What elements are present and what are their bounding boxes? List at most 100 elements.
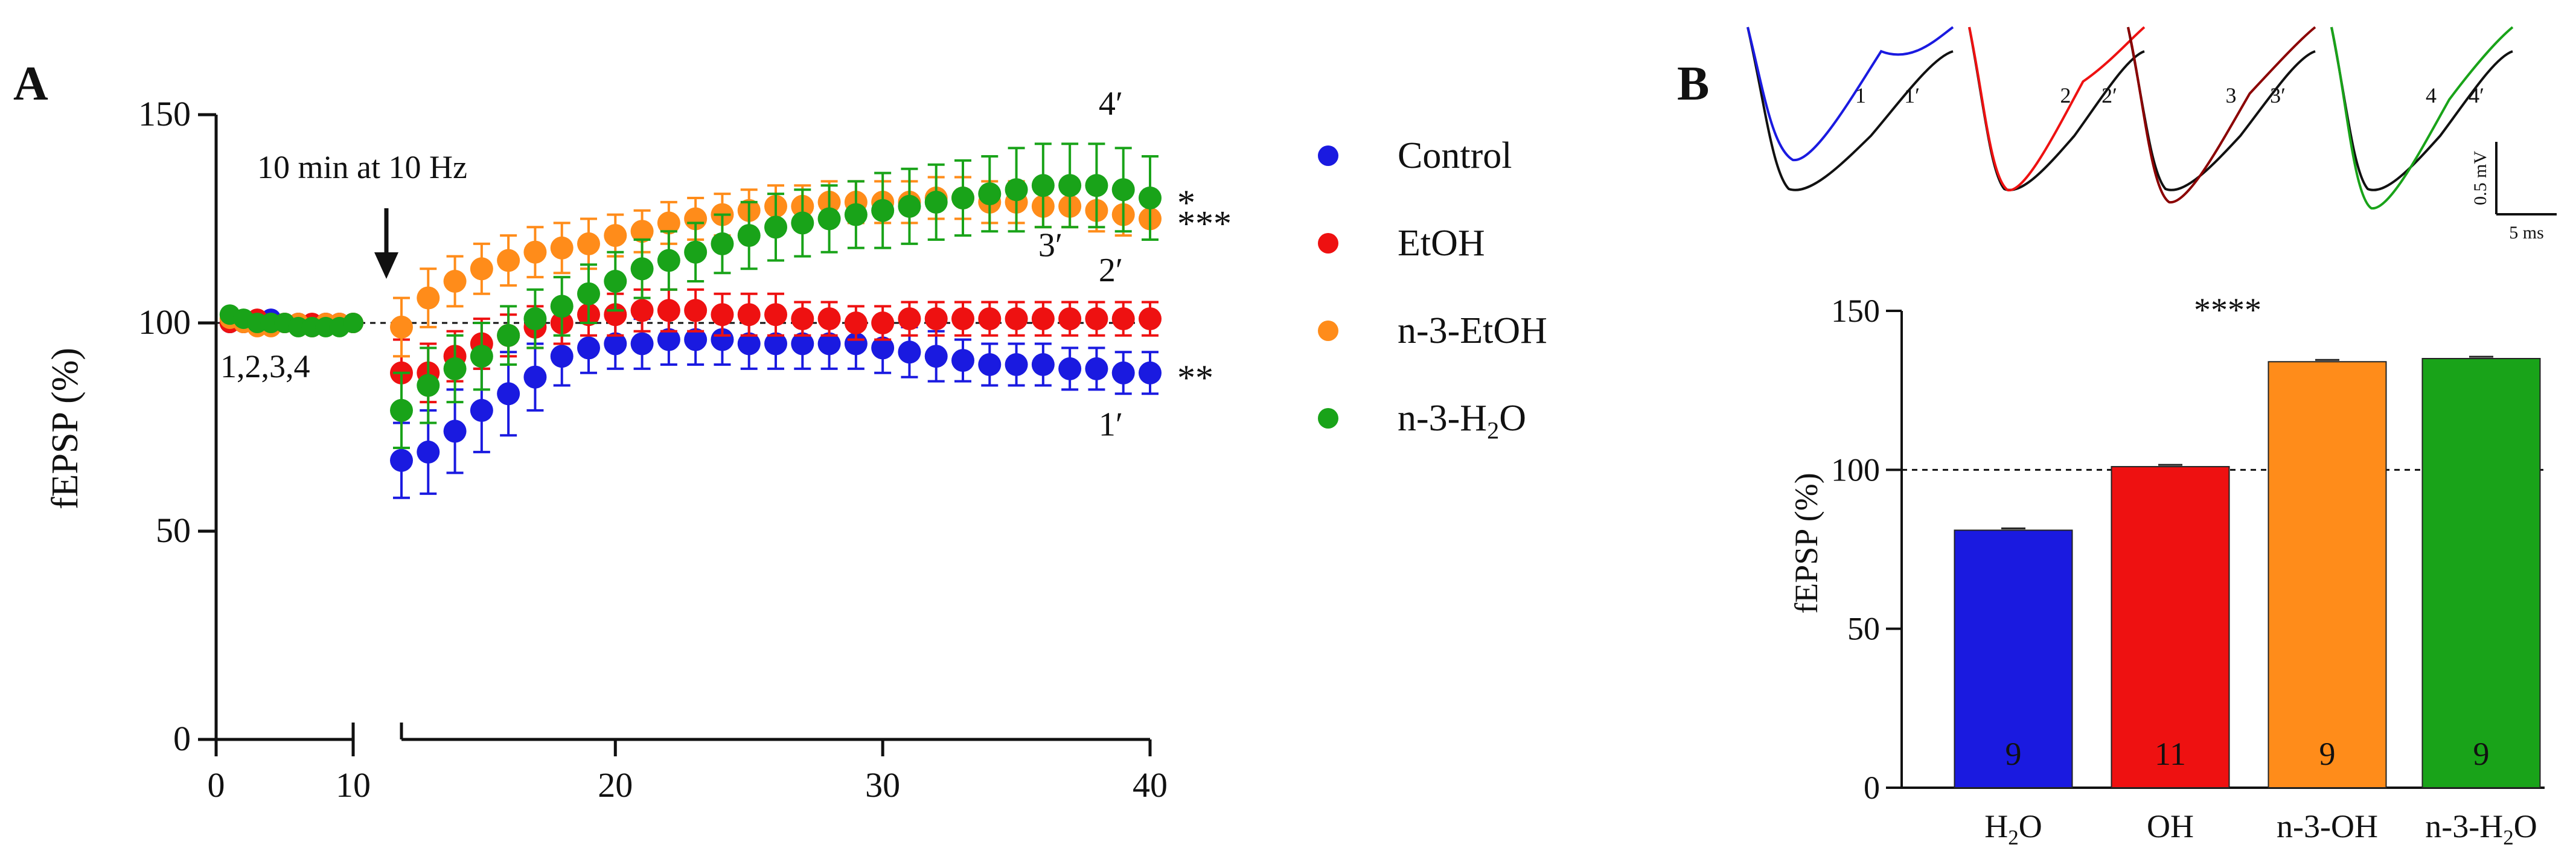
data-point (1085, 357, 1108, 380)
trace-pair-4: 4 4′ (2330, 26, 2514, 210)
series-control (219, 308, 1162, 499)
data-point (470, 257, 493, 281)
data-point (523, 307, 547, 331)
scale-bar-voltage: 0.5 mV (2470, 151, 2490, 205)
data-point (684, 240, 708, 264)
data-point (443, 270, 467, 293)
trace-label-3: 3′ (1038, 227, 1063, 264)
legend-marker-etoh (1318, 233, 1338, 254)
data-point (978, 307, 1002, 331)
data-point (951, 349, 974, 372)
data-point (604, 303, 627, 327)
trace-pair-1: 1 1′ (1747, 26, 1954, 191)
data-point (550, 236, 574, 260)
data-point (684, 328, 708, 351)
data-point (951, 307, 974, 331)
scale-bar-time: 5 ms (2509, 223, 2544, 243)
bar-category-label: n-3-OH (2277, 808, 2378, 844)
baseline-label: 1,2,3,4 (220, 348, 310, 385)
data-point (764, 303, 787, 327)
data-point (1111, 307, 1135, 331)
data-point (1005, 353, 1028, 376)
data-point (390, 398, 413, 422)
data-point (604, 332, 627, 356)
data-point (898, 340, 921, 364)
data-point (898, 307, 921, 331)
bar-oh (2111, 466, 2230, 788)
series-n-3-h2o (219, 142, 1162, 449)
data-point (550, 295, 574, 318)
data-point (1058, 357, 1082, 380)
data-point (470, 398, 493, 422)
trace-before (2127, 27, 2316, 191)
bar-h2o (1954, 529, 2073, 789)
data-point (497, 324, 520, 347)
data-point (1031, 307, 1055, 331)
trace-pair-3: 3 3′ (2127, 26, 2316, 204)
trace-number: 1′ (1904, 83, 1920, 107)
trace-number: 3 (2226, 83, 2237, 107)
data-point (417, 374, 440, 397)
trace-number: 4′ (2469, 83, 2484, 107)
data-point (604, 224, 627, 247)
bar-category-label: H2O (1984, 808, 2042, 849)
legend-marker-n-3-h2o (1318, 408, 1338, 429)
data-point (577, 232, 600, 255)
significance-label: * (1177, 183, 1195, 223)
panel-a-x-tick-label: 0 (208, 765, 225, 805)
data-point (390, 448, 413, 472)
bar-category-label: n-3-H2O (2425, 808, 2537, 849)
panel-b-y-axis-label: fEPSP (%) (1788, 473, 1824, 614)
scale-bar: 0.5 mV 5 ms (2470, 142, 2557, 243)
panel-b-y-tick-label: 150 (1831, 293, 1880, 329)
data-point (523, 240, 547, 264)
panel-a-y-tick-label: 0 (173, 719, 191, 758)
data-point (951, 187, 974, 209)
data-point (497, 382, 520, 406)
panel-a-y-tick-label: 50 (156, 511, 191, 550)
data-point (390, 315, 413, 339)
data-point (844, 203, 868, 226)
data-point (470, 345, 493, 368)
panel-b-y-tick-label: 50 (1847, 611, 1880, 647)
data-point (1111, 178, 1135, 202)
panel-b-chart: fEPSP (%) 0 50 100 150 **** 9 H2O 11 OH 9 n-3-OH 9… (1788, 292, 2545, 849)
data-point (817, 207, 841, 231)
data-point (737, 303, 761, 327)
trace-number: 2′ (2101, 83, 2117, 107)
data-point (523, 365, 547, 389)
panel-b-y-tick-label: 100 (1831, 452, 1880, 488)
legend-label: n-3-H2O (1398, 398, 1526, 444)
legend-label: n-3-EtOH (1398, 310, 1547, 351)
data-point (497, 249, 520, 272)
bar-n-3-oh (2268, 361, 2387, 788)
stimulation-annotation: 10 min at 10 Hz (257, 149, 467, 185)
data-point (791, 211, 814, 235)
data-point (630, 332, 654, 356)
data-point (1005, 307, 1028, 331)
data-point (871, 336, 895, 360)
data-point (657, 249, 680, 272)
bar-n-label: 9 (2006, 736, 2022, 772)
trace-after (1968, 26, 2146, 192)
data-point (737, 224, 761, 247)
data-point (417, 440, 440, 464)
legend-marker-control (1318, 145, 1338, 166)
panel-a-label: A (13, 57, 48, 110)
panel-b-label: B (1677, 57, 1709, 110)
bar-n-label: 9 (2473, 736, 2490, 772)
trace-after (2127, 26, 2316, 204)
data-point (924, 345, 948, 368)
panel-a-x-tick-label: 30 (865, 765, 900, 805)
data-point (657, 328, 680, 351)
data-point (1085, 307, 1108, 331)
trace-before (1747, 27, 1954, 191)
legend-label: EtOH (1398, 223, 1485, 264)
data-point (978, 353, 1002, 376)
trace-after (1747, 26, 1954, 162)
data-point (577, 336, 600, 360)
data-point (871, 199, 895, 222)
bar-n-3-h2o (2421, 358, 2541, 788)
data-point (791, 307, 814, 331)
